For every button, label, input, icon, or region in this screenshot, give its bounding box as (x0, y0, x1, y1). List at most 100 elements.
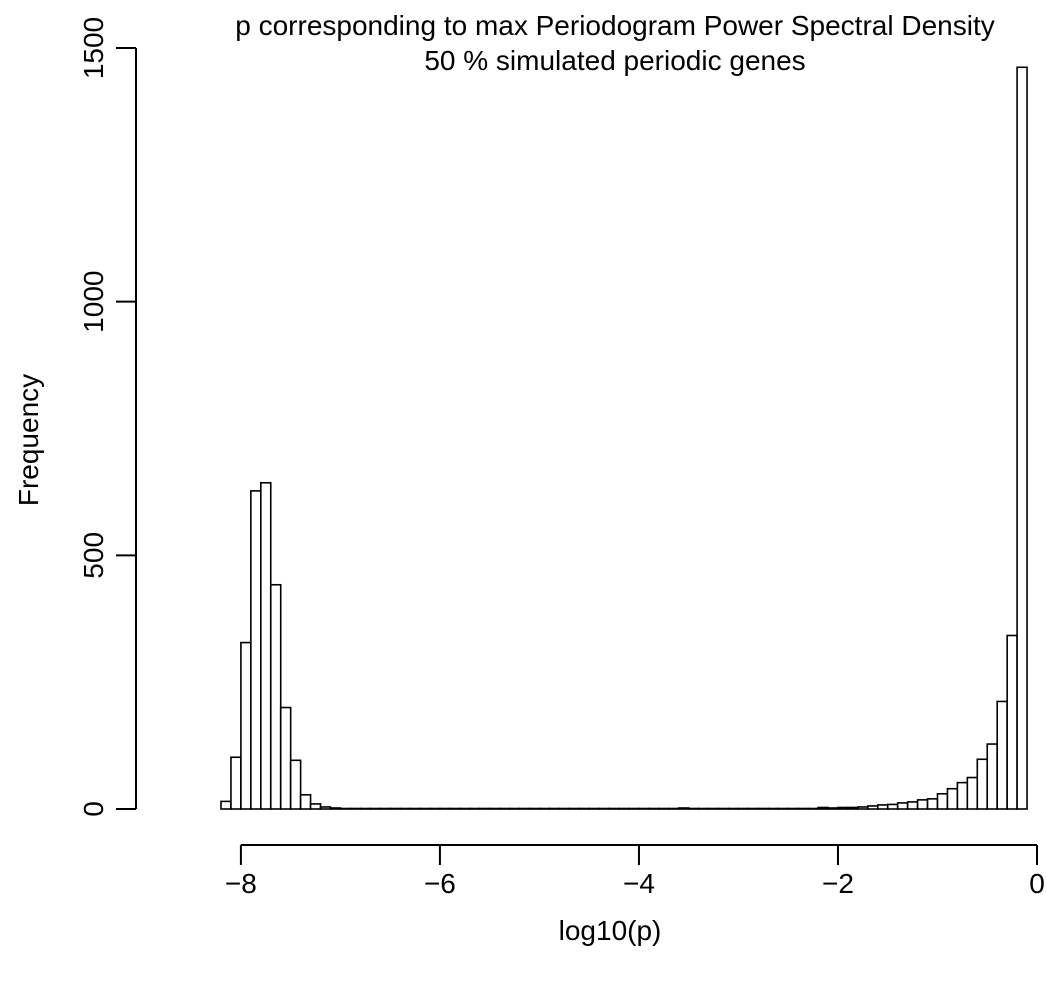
histogram-bar (677, 807, 690, 810)
histogram-bar (727, 807, 740, 810)
histogram-bar (946, 787, 959, 810)
histogram-bar (478, 807, 491, 810)
histogram-bar (289, 759, 302, 810)
histogram-bar (598, 807, 610, 810)
x-tick-label: 0 (1029, 868, 1045, 899)
chart-title: p corresponding to max Periodogram Power… (235, 10, 994, 41)
histogram-bar (419, 807, 431, 810)
histogram-bar (379, 807, 391, 810)
histogram-bar (449, 807, 461, 810)
histogram-bar (996, 700, 1008, 810)
histogram-bar (230, 756, 242, 810)
histogram-bar (837, 806, 849, 810)
histogram-bar (568, 807, 581, 810)
histogram-bar (409, 807, 421, 810)
x-tick-label: −6 (424, 868, 456, 899)
histogram-bar (767, 807, 780, 810)
histogram-bar (658, 807, 670, 810)
histogram-bar (667, 807, 680, 810)
histogram-bar (548, 807, 561, 810)
histogram-bar (976, 758, 989, 810)
histogram-bar (250, 490, 262, 810)
histogram-bar (578, 807, 590, 810)
histogram-bar (259, 481, 272, 810)
y-axis-label: Frequency (13, 374, 44, 506)
chart-subtitle: 50 % simulated periodic genes (424, 45, 805, 76)
histogram-bar (797, 807, 809, 810)
histogram-bar (319, 806, 332, 810)
histogram-bar (349, 807, 362, 810)
histogram-bar (906, 801, 919, 810)
histogram-bar (528, 807, 541, 810)
histogram-bar (926, 798, 939, 810)
x-axis-label: log10(p) (559, 915, 662, 946)
y-tick-label: 1500 (78, 17, 109, 79)
histogram-bar (309, 803, 322, 810)
histogram-bar (1006, 634, 1018, 810)
histogram-bar (508, 807, 521, 810)
histogram-bar (827, 807, 839, 810)
histogram-bar (220, 800, 232, 810)
histogram-bar (986, 743, 998, 810)
histogram-bar (857, 806, 869, 810)
x-tick-label: −8 (225, 868, 257, 899)
y-tick-label: 0 (78, 801, 109, 817)
x-ticks: −8 −6 −4 −2 0 (225, 845, 1045, 899)
histogram-bar (916, 799, 929, 810)
histogram-bar (747, 807, 760, 810)
histogram-bar (807, 807, 819, 810)
histogram-bar (638, 807, 650, 810)
histogram-bar (757, 807, 770, 810)
histogram-bar (279, 706, 292, 810)
histogram-bar (787, 807, 799, 810)
y-tick-label: 1000 (78, 271, 109, 333)
histogram-bar (299, 793, 312, 810)
histogram-bar (618, 807, 630, 810)
histogram-bar (847, 806, 859, 810)
histogram-bar (498, 807, 511, 810)
histogram-bar (558, 807, 571, 810)
histogram-bar (628, 807, 640, 810)
x-tick-label: −2 (822, 868, 854, 899)
x-axis: −8 −6 −4 −2 0 (225, 844, 1045, 899)
histogram-bar (369, 807, 382, 810)
histogram-bar (389, 807, 401, 810)
y-tick-label: 500 (78, 532, 109, 579)
x-tick-label: −4 (623, 868, 655, 899)
histogram-bar (488, 807, 501, 810)
histogram-bar (608, 807, 620, 810)
histogram-bar (777, 807, 790, 810)
histogram-bar (648, 807, 660, 810)
histogram-bar (468, 807, 481, 810)
histogram-bar (588, 807, 600, 810)
histogram-bar (518, 807, 531, 810)
histogram-bar (737, 807, 750, 810)
histogram-bar (459, 807, 471, 810)
histogram-bar (936, 792, 949, 810)
histogram-bar (1016, 66, 1028, 810)
histogram-bar (717, 807, 730, 810)
histogram-bar (867, 805, 879, 810)
histogram-bar (399, 807, 411, 810)
histogram-bar (269, 583, 282, 810)
histogram-bar (956, 781, 969, 810)
y-axis: 0 500 1000 1500 (78, 17, 137, 817)
y-ticks: 0 500 1000 1500 (78, 17, 136, 817)
histogram-bar (429, 807, 441, 810)
histogram-bar (240, 641, 252, 810)
histogram-bar (886, 803, 899, 810)
histogram-bar (896, 802, 909, 810)
histogram-bar (538, 807, 551, 810)
histogram-bar (687, 807, 700, 810)
histogram-bar (876, 804, 889, 810)
histogram-bar (359, 807, 372, 810)
histogram-bar (966, 776, 979, 810)
histogram-bar (339, 807, 352, 810)
histogram-bar (707, 807, 720, 810)
histogram-bar (329, 807, 342, 810)
histogram-bar (439, 807, 451, 810)
histogram-bar (817, 806, 829, 810)
histogram-bar (697, 807, 710, 810)
histogram-bars (220, 66, 1028, 810)
